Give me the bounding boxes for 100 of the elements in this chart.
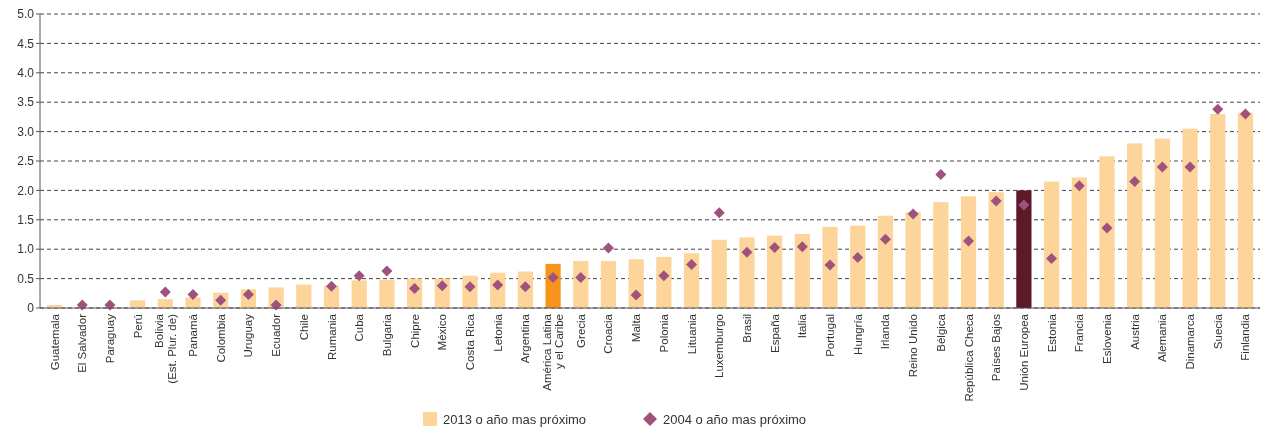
x-tick-label: Bolivia (Est. Plur. de) — [153, 313, 178, 384]
x-tick-label: Colombia — [214, 313, 227, 363]
y-tick-label: 4.0 — [17, 66, 35, 80]
x-tick-label: Guatemala — [48, 313, 61, 371]
x-tick-label: República Checa — [962, 313, 975, 402]
x-tick-label: Irlanda — [879, 313, 892, 350]
bar — [767, 235, 783, 308]
x-tick-label: Eslovenia — [1101, 313, 1114, 364]
x-tick-label: Unión Europea — [1017, 313, 1030, 391]
x-tick-label: Chile — [297, 314, 310, 341]
x-tick-label: Croacia — [602, 313, 615, 354]
bar — [905, 212, 921, 308]
x-tick-label: Ecuador — [270, 313, 283, 357]
point — [326, 280, 337, 292]
bar — [960, 196, 977, 308]
y-tick-label: 1.5 — [17, 213, 35, 227]
x-tick-label: Uruguay — [242, 313, 255, 358]
point — [1212, 103, 1224, 115]
bar — [988, 192, 1004, 308]
point — [935, 169, 947, 181]
y-tick-label: 3.0 — [17, 124, 35, 139]
point — [852, 251, 864, 263]
y-tick-label: 3.5 — [17, 95, 35, 110]
bar — [850, 225, 866, 308]
x-tick-label: Lituania — [685, 313, 698, 355]
x-tick-label: Malta — [630, 313, 643, 343]
bar — [351, 280, 367, 308]
x-tick-label: Letonia — [491, 313, 504, 352]
x-tick-label: Bélgica — [934, 313, 947, 352]
x-tick-label: Luxemburgo — [713, 314, 726, 378]
point — [353, 270, 365, 282]
bar — [1182, 128, 1198, 308]
bar — [794, 233, 810, 308]
bar — [379, 279, 395, 308]
y-tick-label: 4.5 — [17, 36, 35, 51]
bar — [822, 226, 838, 308]
x-tick-label: Suecia — [1211, 313, 1224, 350]
x-tick-label: Reino Unido — [907, 314, 920, 378]
bar — [1043, 181, 1060, 308]
point — [159, 286, 171, 298]
bar — [600, 260, 617, 308]
bar — [1154, 138, 1170, 308]
point — [796, 241, 808, 253]
x-tick-label: Austria — [1128, 313, 1141, 350]
point — [1018, 199, 1030, 211]
point — [575, 271, 587, 283]
point — [1101, 222, 1113, 234]
bar — [1099, 156, 1115, 308]
x-tick-label: Alemania — [1156, 313, 1169, 362]
x-tick-label: Hungría — [851, 313, 864, 355]
y-tick-label: 2.0 — [17, 183, 35, 198]
point — [436, 280, 448, 292]
bar — [739, 237, 755, 308]
x-tick-label: Chipre — [408, 314, 421, 348]
legend-label: 2013 o año mas próximo — [443, 411, 587, 427]
x-tick-label: Estonia — [1045, 313, 1058, 353]
point — [1046, 253, 1058, 265]
point — [713, 207, 725, 219]
x-tick-label: Dinamarca — [1184, 313, 1197, 370]
point — [630, 289, 642, 301]
x-tick-label: Perú — [131, 314, 144, 339]
x-tick-label: Panamá — [187, 313, 200, 357]
point — [879, 233, 891, 245]
bar — [573, 260, 589, 308]
point — [741, 246, 753, 258]
x-tick-label: Portugal — [824, 314, 837, 357]
legend-label: 2004 o año mas próximo — [663, 411, 807, 427]
x-tick-label: Argentina — [519, 313, 532, 364]
x-tick-label: El Salvador — [76, 313, 89, 373]
bar — [656, 256, 672, 308]
point — [907, 208, 919, 220]
bar — [1237, 112, 1254, 308]
x-tick-label: Países Bajos — [990, 313, 1003, 382]
point — [1156, 161, 1168, 173]
point — [547, 271, 559, 283]
point — [990, 195, 1002, 207]
bar — [130, 300, 146, 308]
point — [381, 265, 393, 277]
x-tick-label: Brasil — [740, 314, 753, 343]
bar — [157, 299, 173, 308]
point — [686, 258, 698, 270]
bar — [296, 284, 312, 308]
bar — [545, 263, 561, 308]
x-tick-label: Grecia — [574, 313, 587, 348]
point — [187, 288, 199, 300]
point — [1239, 108, 1251, 120]
point — [1073, 180, 1085, 192]
x-tick-label: Bulgaria — [380, 313, 393, 357]
bar — [1210, 113, 1226, 308]
x-tick-label: Finlandia — [1239, 313, 1252, 361]
x-tick-label: Rumania — [325, 313, 338, 361]
y-tick-label: 5.0 — [17, 7, 35, 22]
x-tick-label: Paraguay — [103, 313, 116, 364]
point — [769, 241, 781, 253]
y-tick-label: 0.5 — [17, 271, 35, 286]
point — [658, 270, 670, 282]
point — [1184, 161, 1196, 173]
point — [602, 242, 614, 254]
point — [824, 259, 836, 271]
y-tick-label: 2.5 — [17, 154, 35, 169]
